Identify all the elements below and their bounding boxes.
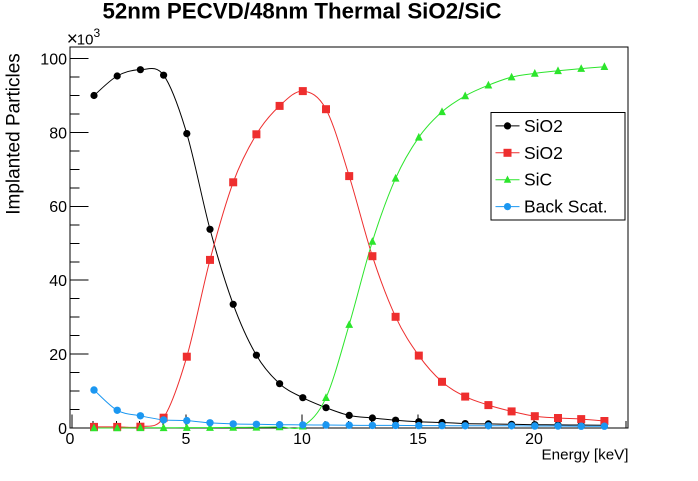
svg-text:Back Scat.: Back Scat. [524, 197, 608, 217]
svg-text:10: 10 [293, 431, 311, 448]
svg-text:×: × [67, 29, 78, 50]
svg-text:100: 100 [40, 51, 67, 68]
svg-text:5: 5 [182, 431, 191, 448]
svg-text:10: 10 [77, 31, 94, 48]
svg-text:20: 20 [525, 431, 543, 448]
svg-text:SiO2: SiO2 [524, 116, 563, 136]
svg-text:52nm PECVD/48nm Thermal SiO2/S: 52nm PECVD/48nm Thermal SiO2/SiC [102, 0, 501, 24]
svg-text:SiC: SiC [524, 170, 552, 190]
svg-text:SiO2: SiO2 [524, 143, 563, 163]
svg-text:15: 15 [409, 431, 427, 448]
svg-text:80: 80 [49, 125, 67, 142]
svg-text:40: 40 [49, 273, 67, 290]
svg-text:0: 0 [66, 431, 75, 448]
svg-text:Energy [keV]: Energy [keV] [542, 446, 629, 463]
svg-text:0: 0 [58, 421, 67, 438]
svg-text:20: 20 [49, 347, 67, 364]
svg-text:3: 3 [94, 26, 101, 40]
svg-text:Implanted Particles: Implanted Particles [4, 53, 25, 215]
svg-text:60: 60 [49, 199, 67, 216]
